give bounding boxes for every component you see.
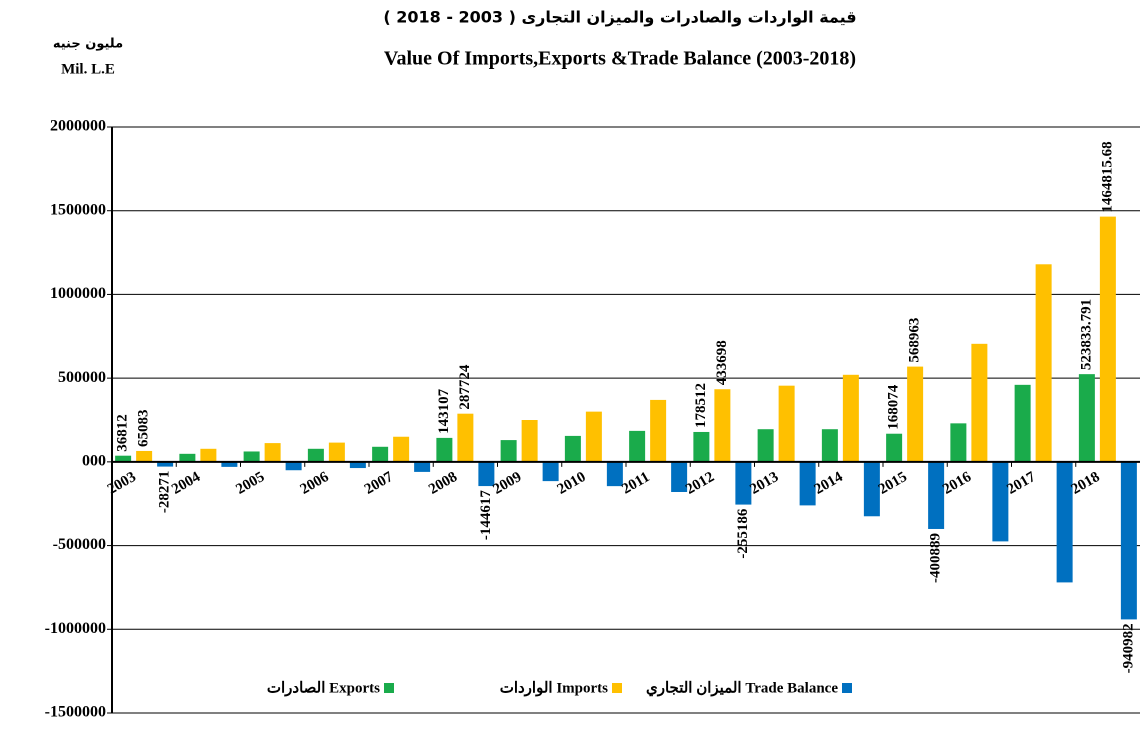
bar [1035, 264, 1052, 462]
x-tick-label: 2003 [105, 469, 139, 498]
x-tick-label: 2012 [683, 469, 717, 498]
bar [393, 436, 410, 462]
bar [757, 429, 774, 462]
y-axis-label-en: Mil. L.E [61, 61, 115, 77]
x-tick-label: 2009 [490, 469, 524, 498]
bar [179, 453, 196, 462]
legend-label: الواردات Imports [500, 680, 608, 696]
y-tick-label: 000 [82, 453, 106, 470]
bar [992, 461, 1009, 542]
bar [928, 461, 945, 529]
bar [714, 389, 731, 462]
bar [671, 461, 688, 492]
value-label: -940982 [1120, 623, 1136, 673]
x-tick-label: 2005 [233, 469, 267, 498]
legend-swatch [842, 683, 852, 693]
bar [629, 430, 646, 462]
value-label: 287724 [457, 364, 473, 410]
bar [264, 443, 281, 462]
bar [436, 437, 453, 462]
value-label: 568963 [907, 318, 923, 363]
bar [907, 366, 924, 462]
bar [863, 461, 880, 517]
bar [478, 461, 495, 487]
x-tick-label: 2015 [876, 469, 910, 498]
value-label: 168074 [886, 384, 902, 430]
y-axis-label: مليون جنيه [53, 37, 123, 52]
value-label: -144617 [478, 490, 494, 540]
x-tick-label: 2013 [747, 469, 781, 498]
bar [200, 448, 217, 462]
y-tick-label: 2000000 [50, 118, 106, 135]
y-tick-label: 1500000 [50, 201, 106, 218]
value-label: 65083 [136, 409, 152, 447]
x-tick-label: 2014 [812, 469, 846, 498]
x-tick-label: 2016 [940, 469, 974, 498]
value-label: 36812 [115, 414, 131, 452]
bar [349, 461, 366, 469]
value-label: 433698 [714, 340, 730, 385]
x-tick-label: 2017 [1004, 469, 1038, 498]
bar [243, 451, 260, 462]
bar [950, 423, 967, 462]
legend-label: الميزان التجاري Trade Balance [646, 680, 838, 697]
bar [799, 461, 816, 506]
y-tick-label: 1000000 [50, 285, 106, 302]
chart-title: قيمة الواردات والصادرات والميزان التجارى… [383, 8, 856, 27]
bar [115, 455, 132, 462]
bar [821, 429, 838, 462]
x-tick-label: 2010 [555, 469, 589, 498]
bar [842, 374, 859, 462]
value-label: 1464815.68 [1099, 141, 1115, 212]
bar [585, 411, 602, 462]
bar [735, 461, 752, 505]
legend-label: الصادرات Exports [267, 680, 380, 696]
bar [1120, 461, 1137, 620]
chart-subtitle: Value Of Imports,Exports &Trade Balance … [384, 48, 856, 70]
bar [693, 431, 710, 462]
bar [1078, 374, 1095, 462]
bar [1056, 461, 1073, 583]
x-tick-label: 2018 [1069, 469, 1103, 498]
bar [414, 461, 431, 472]
value-label: 178512 [693, 383, 709, 428]
y-tick-label: -1500000 [45, 704, 106, 721]
legend-swatch [612, 683, 622, 693]
value-label: 523833.791 [1078, 299, 1094, 370]
bar [886, 433, 903, 462]
legend-swatch [384, 683, 394, 693]
x-tick-label: 2006 [298, 469, 332, 498]
bar [157, 461, 174, 467]
value-label: -400889 [928, 533, 944, 583]
bar [372, 446, 389, 462]
bar [521, 420, 538, 462]
bar [971, 343, 988, 462]
x-tick-label: 2004 [169, 469, 203, 498]
x-tick-label: 2007 [362, 469, 396, 498]
y-tick-label: -500000 [53, 536, 106, 553]
value-label: 143107 [436, 388, 452, 434]
bar [1014, 384, 1031, 462]
bar [542, 461, 559, 482]
bar [500, 440, 517, 462]
y-tick-label: -1000000 [45, 620, 106, 637]
bar [221, 461, 238, 467]
bar [307, 448, 324, 462]
bar [457, 413, 474, 462]
bar [328, 442, 345, 462]
x-tick-label: 2011 [619, 469, 652, 497]
x-tick-label: 2008 [426, 469, 460, 498]
bar [650, 399, 667, 462]
bar [564, 435, 581, 462]
value-label: -28271 [157, 471, 173, 514]
bar [778, 385, 795, 462]
bar [1099, 216, 1116, 462]
bar [285, 461, 302, 471]
bar [606, 461, 623, 487]
y-tick-label: 500000 [58, 369, 106, 386]
bar [136, 450, 153, 462]
value-label: -255186 [735, 508, 751, 558]
